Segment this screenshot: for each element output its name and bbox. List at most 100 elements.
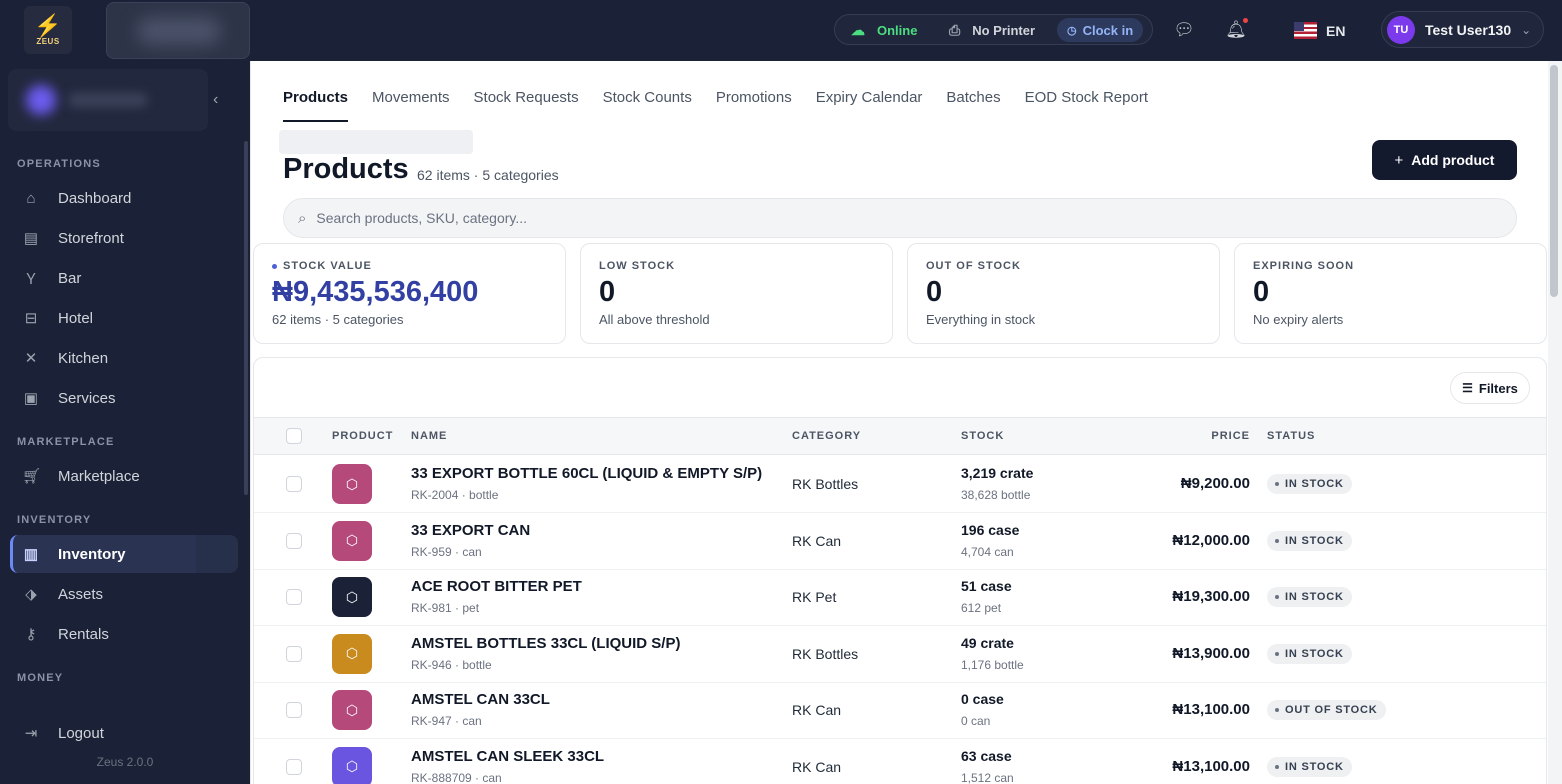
- tab-products[interactable]: Products: [283, 89, 349, 122]
- product-price: ₦13,900.00: [1172, 644, 1250, 662]
- sidebar-item-bar[interactable]: Ｙ Bar: [10, 259, 235, 297]
- tag-icon: ⬗: [25, 586, 37, 603]
- product-stock-units: 612 pet: [961, 601, 1002, 615]
- zeus-logo[interactable]: ⚡ ZEUS: [24, 6, 72, 54]
- product-name[interactable]: AMSTEL CAN SLEEK 33CL: [411, 747, 605, 765]
- product-sku: RK-947 · can: [411, 714, 482, 728]
- sidebar-item-dashboard[interactable]: ⌂ Dashboard: [10, 179, 235, 217]
- blurred-organization-card[interactable]: [8, 69, 208, 131]
- tab-expiry-calendar[interactable]: Expiry Calendar: [815, 89, 923, 106]
- row-checkbox[interactable]: [286, 758, 302, 775]
- sidebar-item-services[interactable]: ▣ Services: [10, 379, 235, 417]
- tab-promotions[interactable]: Promotions: [715, 89, 792, 106]
- search-input[interactable]: ⌕ Search products, SKU, category...: [283, 198, 1517, 238]
- collapse-sidebar-icon[interactable]: ‹: [213, 91, 219, 108]
- product-name[interactable]: AMSTEL BOTTLES 33CL (LIQUID S/P): [411, 634, 681, 652]
- table-row[interactable]: ⬡ AMSTEL BOTTLES 33CL (LIQUID S/P) RK-946 …: [254, 626, 1546, 683]
- printer-status[interactable]: ⎙ No Printer: [949, 15, 1035, 46]
- tab-eod-stock-report[interactable]: EOD Stock Report: [1024, 89, 1149, 106]
- add-product-label: Add product: [1411, 152, 1495, 168]
- status-dot: [1275, 482, 1279, 486]
- language-selector[interactable]: EN: [1294, 22, 1345, 39]
- clock-icon: ◷: [1067, 24, 1077, 37]
- row-checkbox[interactable]: [286, 589, 302, 605]
- sidebar: ‹ OPERATIONS ⌂ Dashboard ▤ Storefront Ｙ …: [0, 61, 250, 784]
- tab-stock-counts[interactable]: Stock Counts: [602, 89, 692, 106]
- stat-label: EXPIRING SOON: [1253, 260, 1355, 272]
- section-label-money: MONEY: [17, 672, 64, 684]
- row-checkbox[interactable]: [286, 532, 302, 549]
- product-name[interactable]: AMSTEL CAN 33CL: [411, 691, 550, 708]
- notification-dot: [1243, 18, 1248, 23]
- product-stock: 196 case: [961, 521, 1020, 538]
- add-product-button[interactable]: + Add product: [1372, 140, 1517, 180]
- package-icon: ⬡: [345, 645, 359, 661]
- column-header-category[interactable]: CATEGORY: [792, 430, 862, 442]
- chat-button[interactable]: 💬︎: [1172, 18, 1196, 42]
- status-badge: IN STOCK: [1267, 474, 1352, 494]
- table-row[interactable]: ⬡ 33 EXPORT BOTTLE 60CL (LIQUID & EMPTY S…: [254, 456, 1546, 513]
- notifications-button[interactable]: 🔔︎: [1224, 18, 1248, 42]
- package-icon: ⬡: [345, 588, 359, 605]
- sidebar-item-inventory[interactable]: ▥ Inventory: [10, 535, 238, 573]
- column-header-product: PRODUCT: [332, 430, 394, 442]
- product-category: RK Can: [792, 702, 842, 718]
- blurred-business-switcher[interactable]: [106, 2, 250, 59]
- stat-label: OUT OF STOCK: [926, 260, 1021, 272]
- stat-card-expiring-soon: EXPIRING SOON 0 No expiry alerts: [1234, 243, 1547, 344]
- logout-button[interactable]: ⇥ Logout: [10, 714, 235, 752]
- column-header-stock[interactable]: STOCK: [961, 430, 1005, 442]
- logout-icon: ⇥: [24, 725, 38, 742]
- online-status: ☁ Online: [851, 15, 917, 46]
- product-name[interactable]: ACE ROOT BITTER PET: [411, 578, 582, 595]
- column-header-name[interactable]: NAME: [411, 430, 448, 442]
- sidebar-scrollbar[interactable]: [244, 141, 248, 495]
- tab-batches[interactable]: Batches: [946, 89, 1001, 106]
- sidebar-item-assets[interactable]: ⬗ Assets: [10, 575, 235, 613]
- chevron-down-icon: ⌄: [1521, 22, 1532, 37]
- sidebar-item-storefront[interactable]: ▤ Storefront: [10, 219, 235, 257]
- filters-button[interactable]: ☰ Filters: [1450, 372, 1530, 404]
- product-price: ₦13,100.00: [1172, 757, 1250, 775]
- sidebar-item-label: Marketplace: [58, 467, 140, 485]
- glass-icon: Ｙ: [23, 270, 39, 288]
- product-price: ₦19,300.00: [1172, 588, 1250, 605]
- sidebar-item-hotel[interactable]: ⊟ Hotel: [10, 299, 235, 337]
- home-icon: ⌂: [26, 189, 36, 207]
- stat-card-low-stock: LOW STOCK 0 All above threshold: [580, 243, 893, 344]
- product-name[interactable]: 33 EXPORT BOTTLE 60CL (LIQUID & EMPTY S/…: [411, 465, 763, 482]
- status-dot: [1275, 651, 1279, 656]
- product-thumbnail: ⬡: [332, 633, 372, 674]
- product-sku: RK-888709 · can: [411, 770, 502, 784]
- main-scrollbar[interactable]: [1550, 65, 1558, 297]
- online-label: Online: [877, 23, 918, 38]
- chat-bubble-icon: 💬︎: [1173, 20, 1195, 39]
- table-row[interactable]: ⬡ 33 EXPORT CAN RK-959 · can RK Can 196 case…: [254, 513, 1546, 570]
- row-checkbox[interactable]: [286, 645, 302, 662]
- row-checkbox[interactable]: [286, 702, 302, 718]
- table-row[interactable]: ⬡ AMSTEL CAN 33CL RK-947 · can RK Can 0 case…: [254, 682, 1546, 739]
- sidebar-item-marketplace[interactable]: 🛒︎ Marketplace: [10, 457, 235, 495]
- package-icon: ⬡: [345, 758, 359, 774]
- tab-movements[interactable]: Movements: [372, 89, 450, 106]
- clock-in-button[interactable]: ◷ Clock in: [1057, 18, 1144, 42]
- product-name[interactable]: 33 EXPORT CAN: [411, 521, 531, 539]
- status-text: IN STOCK: [1285, 591, 1344, 603]
- product-stock: 3,219 crate: [961, 465, 1034, 481]
- user-menu[interactable]: TU Test User130 ⌄: [1381, 11, 1544, 48]
- table-row[interactable]: ⬡ AMSTEL CAN SLEEK 33CL RK-888709 · can RK …: [254, 739, 1546, 784]
- section-label-marketplace: MARKETPLACE: [17, 436, 115, 448]
- tab-stock-requests[interactable]: Stock Requests: [473, 89, 579, 106]
- table-row[interactable]: ⬡ ACE ROOT BITTER PET RK-981 · pet RK Pet 51…: [254, 569, 1546, 626]
- sidebar-item-rentals[interactable]: ⚷ Rentals: [10, 615, 235, 653]
- stat-value: ₦9,435,536,400: [272, 276, 479, 308]
- sidebar-item-label: Kitchen: [58, 349, 109, 367]
- column-header-price[interactable]: PRICE: [1211, 430, 1250, 442]
- sidebar-item-kitchen[interactable]: ✕ Kitchen: [10, 339, 235, 377]
- table-header: PRODUCT NAME CATEGORY STOCK PRICE STATUS: [254, 417, 1546, 455]
- status-text: IN STOCK: [1285, 478, 1344, 490]
- product-category: RK Can: [792, 758, 842, 775]
- row-checkbox[interactable]: [286, 476, 302, 492]
- select-all-checkbox[interactable]: [286, 428, 302, 444]
- sidebar-item-label: Services: [58, 389, 116, 407]
